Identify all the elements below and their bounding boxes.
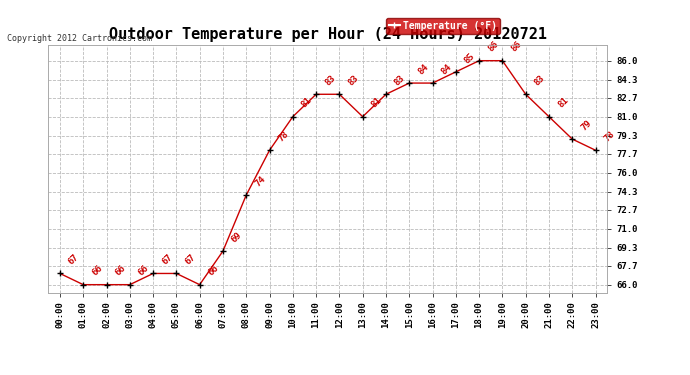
Temperature (°F) (195, 282, 204, 287)
Temperature (°F) (545, 114, 553, 119)
Line: Temperature (°F): Temperature (°F) (57, 58, 598, 288)
Text: 66: 66 (137, 264, 150, 278)
Temperature (°F) (568, 137, 576, 141)
Text: 67: 67 (160, 252, 174, 267)
Temperature (°F) (498, 58, 506, 63)
Text: Copyright 2012 Cartronics.com: Copyright 2012 Cartronics.com (7, 34, 152, 43)
Temperature (°F) (126, 282, 134, 287)
Text: 83: 83 (533, 74, 546, 87)
Legend: Temperature (°F): Temperature (°F) (386, 18, 500, 33)
Temperature (°F) (56, 271, 64, 276)
Temperature (°F) (475, 58, 483, 63)
Text: 74: 74 (253, 174, 267, 188)
Text: 83: 83 (323, 74, 337, 87)
Temperature (°F) (149, 271, 157, 276)
Text: 66: 66 (206, 264, 221, 278)
Temperature (°F) (242, 193, 250, 197)
Text: 67: 67 (67, 252, 81, 267)
Text: 69: 69 (230, 230, 244, 244)
Temperature (°F) (102, 282, 110, 287)
Text: 86: 86 (509, 40, 523, 54)
Text: 79: 79 (579, 118, 593, 132)
Text: 81: 81 (370, 96, 384, 110)
Text: 84: 84 (440, 62, 453, 76)
Temperature (°F) (219, 249, 227, 254)
Temperature (°F) (266, 148, 274, 153)
Text: 85: 85 (463, 51, 477, 65)
Temperature (°F) (312, 92, 320, 96)
Temperature (°F) (452, 70, 460, 74)
Text: 81: 81 (556, 96, 570, 110)
Temperature (°F) (522, 92, 530, 96)
Text: 83: 83 (346, 74, 360, 87)
Text: 81: 81 (299, 96, 314, 110)
Text: 84: 84 (416, 62, 430, 76)
Text: 83: 83 (393, 74, 407, 87)
Text: 66: 66 (90, 264, 104, 278)
Text: 86: 86 (486, 40, 500, 54)
Temperature (°F) (405, 81, 413, 86)
Temperature (°F) (359, 114, 367, 119)
Temperature (°F) (79, 282, 88, 287)
Temperature (°F) (428, 81, 437, 86)
Temperature (°F) (335, 92, 344, 96)
Text: 66: 66 (113, 264, 128, 278)
Text: 78: 78 (277, 129, 290, 143)
Temperature (°F) (288, 114, 297, 119)
Temperature (°F) (172, 271, 181, 276)
Temperature (°F) (382, 92, 390, 96)
Temperature (°F) (591, 148, 600, 153)
Text: 67: 67 (184, 252, 197, 267)
Title: Outdoor Temperature per Hour (24 Hours) 20120721: Outdoor Temperature per Hour (24 Hours) … (109, 27, 546, 42)
Text: 78: 78 (602, 129, 616, 143)
